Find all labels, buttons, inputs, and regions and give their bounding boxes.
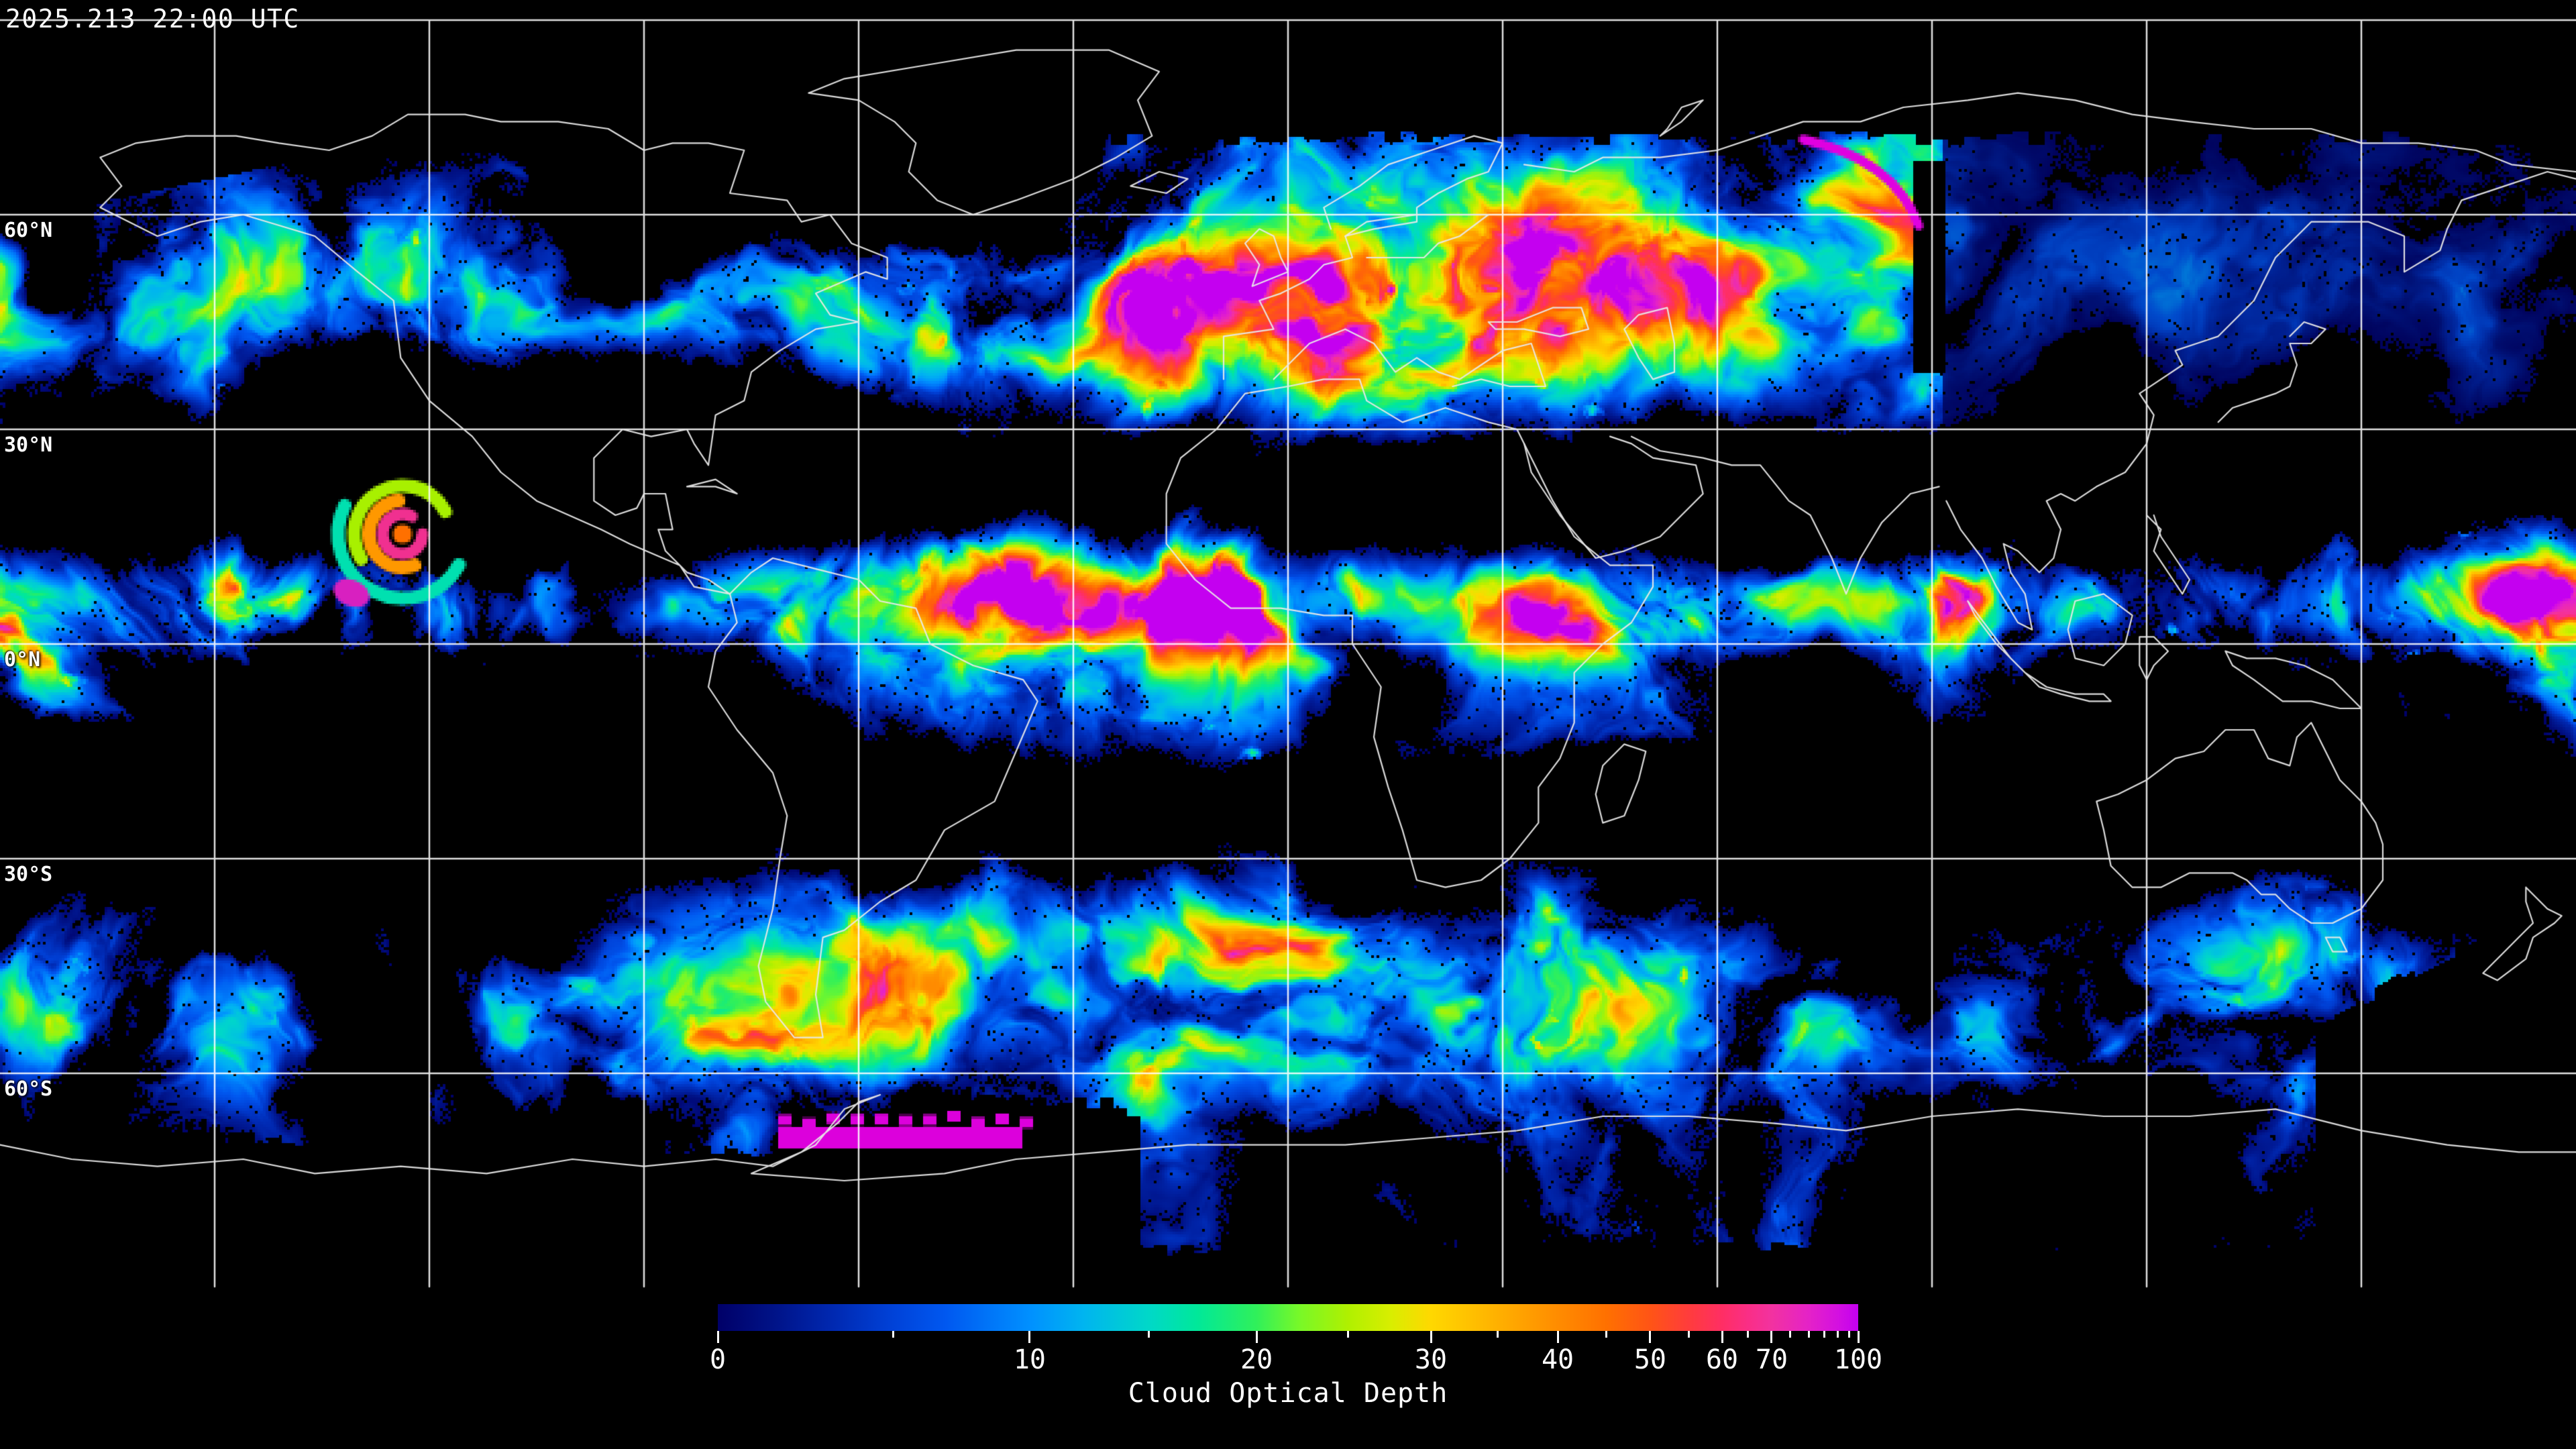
timestamp: 2025.213 22:00 UTC <box>5 4 300 34</box>
colorbar-tick <box>1836 1331 1839 1338</box>
colorbar-tick <box>1857 1331 1860 1343</box>
colorbar-tick <box>1721 1331 1723 1343</box>
colorbar-tick <box>1788 1331 1791 1338</box>
colorbar-tick <box>1556 1331 1559 1343</box>
colorbar-tick <box>1028 1331 1031 1343</box>
colorbar-tick-label: 20 <box>1240 1344 1273 1375</box>
colorbar-tick-label: 50 <box>1633 1344 1666 1375</box>
colorbar-tick-label: 70 <box>1755 1344 1788 1375</box>
colorbar-tick <box>1148 1331 1150 1338</box>
colorbar-tick <box>1255 1331 1258 1343</box>
colorbar-tick <box>1687 1331 1690 1338</box>
colorbar-tick <box>1430 1331 1432 1343</box>
latitude-label: 60°S <box>4 1077 53 1101</box>
colorbar-tick-label: 40 <box>1541 1344 1574 1375</box>
colorbar-tick <box>1605 1331 1608 1338</box>
latitude-label: 0°N <box>4 648 41 672</box>
latitude-label: 30°S <box>4 863 53 886</box>
colorbar-tick <box>1649 1331 1652 1343</box>
colorbar-title: Cloud Optical Depth <box>1128 1378 1448 1409</box>
colorbar-tick <box>1747 1331 1750 1338</box>
colorbar-tick-label: 100 <box>1833 1344 1883 1375</box>
colorbar-tick-label: 10 <box>1013 1344 1046 1375</box>
colorbar-tick <box>716 1331 719 1343</box>
colorbar-tick-label: 60 <box>1705 1344 1739 1375</box>
colorbar-tick <box>1497 1331 1499 1338</box>
colorbar-gradient <box>718 1304 1858 1331</box>
latitude-label: 30°N <box>4 433 53 457</box>
colorbar-tick <box>1808 1331 1811 1338</box>
colorbar-tick <box>1347 1331 1350 1338</box>
colorbar-tick <box>892 1331 895 1338</box>
colorbar-tick <box>1847 1331 1850 1338</box>
latitude-label: 60°N <box>4 219 53 242</box>
colorbar-tick <box>1770 1331 1773 1343</box>
colorbar-tick-label: 30 <box>1414 1344 1448 1375</box>
colorbar-tick-label: 0 <box>709 1344 727 1375</box>
colorbar-tick <box>1823 1331 1825 1338</box>
